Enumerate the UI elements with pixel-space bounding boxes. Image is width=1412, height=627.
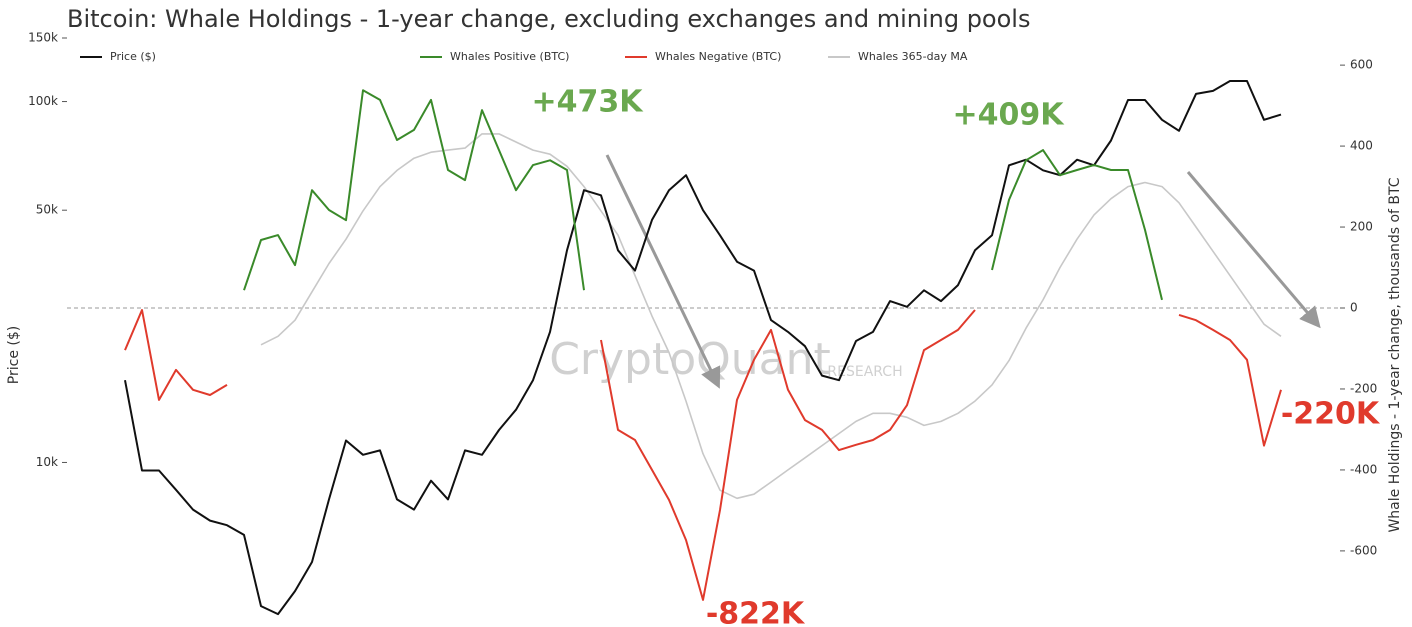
annotation: -220K xyxy=(1281,397,1381,432)
y2-tick-label: 600 xyxy=(1350,58,1373,72)
y-tick-label: 10k xyxy=(36,455,58,469)
annotation: +409K xyxy=(952,98,1065,133)
legend-label: Price ($) xyxy=(110,50,156,63)
series-line xyxy=(260,133,1282,500)
annotation: -822K xyxy=(706,597,806,627)
y2-axis-label: Whale Holdings - 1-year change, thousand… xyxy=(1387,177,1403,532)
plot: 10k 50k 100k 150k -600 -400 -200 0 200 400 600 Pric… xyxy=(28,31,1381,627)
y-tick-label: 100k xyxy=(28,94,58,108)
trend-arrow xyxy=(605,154,721,389)
legend-label: Whales Negative (BTC) xyxy=(655,50,781,63)
legend-label: Whales 365-day MA xyxy=(858,50,968,63)
y2-tick-label: -600 xyxy=(1350,543,1377,557)
series-line xyxy=(124,80,1282,616)
y-tick-label: 150k xyxy=(28,31,58,45)
series-line xyxy=(124,309,1282,601)
annotation: +473K xyxy=(531,85,644,120)
series-line xyxy=(243,89,1163,301)
trend-arrow xyxy=(1186,171,1321,329)
chart-title: Bitcoin: Whale Holdings - 1-year change,… xyxy=(67,5,1030,33)
y-tick-label: 50k xyxy=(36,203,58,217)
watermark: CryptoQuant xyxy=(549,334,831,385)
y2-tick-label: 0 xyxy=(1350,301,1358,315)
y2-tick-label: 400 xyxy=(1350,139,1373,153)
y2-tick-label: -400 xyxy=(1350,462,1377,476)
watermark-sub: RESEARCH xyxy=(827,364,902,380)
y2-tick-label: -200 xyxy=(1350,381,1377,395)
y2-tick-label: 200 xyxy=(1350,220,1373,234)
legend-label: Whales Positive (BTC) xyxy=(450,50,569,63)
y-axis-label: Price ($) xyxy=(6,326,22,384)
